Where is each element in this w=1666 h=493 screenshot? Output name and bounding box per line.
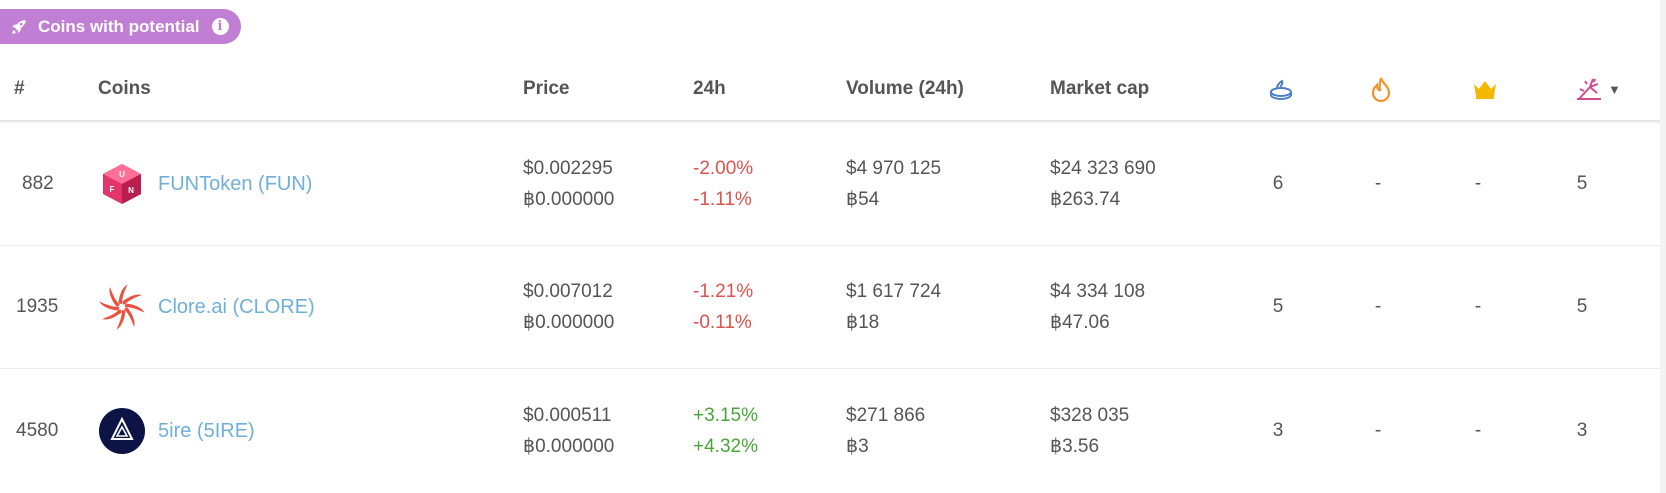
- cake-count: 5: [1272, 296, 1284, 317]
- change-usd: -1.21%: [693, 281, 754, 302]
- table-header: # Coins Price 24h Volume (24h) Market ca…: [0, 58, 1660, 122]
- market-cap-usd: $328 035: [1050, 405, 1130, 426]
- coin-name-link[interactable]: Clore.ai (CLORE): [158, 295, 315, 318]
- market-cap-usd: $24 323 690: [1050, 158, 1156, 179]
- svg-text:U: U: [119, 170, 125, 179]
- volume-cell: $271 866 ฿3: [846, 370, 925, 492]
- price-usd: $0.007012: [523, 281, 613, 302]
- cake-count: 6: [1272, 173, 1284, 194]
- change-btc: -1.11%: [693, 189, 752, 210]
- price-cell: $0.002295 ฿0.000000: [523, 123, 614, 245]
- fire-icon[interactable]: [1370, 58, 1392, 120]
- market-cap-btc: ฿263.74: [1050, 189, 1121, 210]
- price-btc: ฿0.000000: [523, 312, 615, 333]
- header-volume[interactable]: Volume (24h): [846, 78, 964, 99]
- header-price[interactable]: Price: [523, 78, 570, 99]
- market-cap-btc: ฿3.56: [1050, 436, 1100, 457]
- change-btc: -0.11%: [693, 312, 752, 333]
- volume-btc: ฿3: [846, 436, 869, 457]
- price-btc: ฿0.000000: [523, 436, 615, 457]
- coin-name-link[interactable]: FUNToken (FUN): [158, 172, 313, 195]
- crown-count: -: [1474, 173, 1482, 194]
- price-cell: $0.000511 ฿0.000000: [523, 370, 614, 492]
- crown-count: -: [1474, 296, 1482, 317]
- crown-icon[interactable]: [1472, 58, 1498, 120]
- price-cell: $0.007012 ฿0.000000: [523, 246, 614, 368]
- market-cap-cell: $328 035 ฿3.56: [1050, 370, 1129, 492]
- info-icon[interactable]: i: [211, 18, 229, 35]
- price-usd: $0.002295: [523, 158, 613, 179]
- header-rank[interactable]: #: [14, 78, 25, 99]
- fireworks-icon[interactable]: ▼: [1576, 58, 1621, 120]
- sort-dropdown-icon[interactable]: ▼: [1608, 81, 1621, 97]
- change-usd: -2.00%: [693, 158, 754, 179]
- volume-usd: $1 617 724: [846, 281, 942, 302]
- cake-count: 3: [1272, 420, 1284, 441]
- change-cell: +3.15% +4.32%: [693, 370, 758, 492]
- rank: 882: [22, 173, 54, 194]
- volume-usd: $271 866: [846, 405, 926, 426]
- svg-text:N: N: [128, 186, 134, 195]
- header-24h[interactable]: 24h: [693, 78, 726, 99]
- fireworks-count: 5: [1576, 296, 1588, 317]
- coins-with-potential-badge[interactable]: Coins with potential i: [0, 9, 241, 44]
- funtoken-logo: U F N: [98, 160, 146, 208]
- coin-cell[interactable]: Clore.ai (CLORE): [98, 246, 315, 368]
- coin-cell[interactable]: U F N FUNToken (FUN): [98, 123, 312, 245]
- price-usd: $0.000511: [523, 405, 612, 426]
- table-row[interactable]: 4580 5ire (5IRE) $0.000511 ฿0.000000 +3.…: [0, 370, 1660, 492]
- clore-logo: [98, 283, 146, 331]
- fire-count: -: [1374, 173, 1382, 194]
- volume-btc: ฿54: [846, 189, 880, 210]
- market-cap-cell: $24 323 690 ฿263.74: [1050, 123, 1156, 245]
- rocket-icon: [10, 17, 30, 37]
- badge-label: Coins with potential: [38, 16, 200, 36]
- vertical-scrollbar[interactable]: [1660, 0, 1666, 493]
- cake-icon[interactable]: [1268, 58, 1294, 120]
- fireworks-count: 5: [1576, 173, 1588, 194]
- table-row[interactable]: 1935 Clore.ai (CLORE) $0.007012 ฿0.00000…: [0, 246, 1660, 369]
- table-row[interactable]: 882 U F N FUNToken (FUN) $0.002295 ฿0.00…: [0, 123, 1660, 246]
- change-cell: -2.00% -1.11%: [693, 123, 753, 245]
- market-cap-usd: $4 334 108: [1050, 281, 1146, 302]
- change-usd: +3.15%: [693, 405, 758, 426]
- fire-count: -: [1374, 296, 1382, 317]
- header-coins[interactable]: Coins: [98, 78, 151, 99]
- coin-name-link[interactable]: 5ire (5IRE): [158, 419, 255, 442]
- market-cap-btc: ฿47.06: [1050, 312, 1110, 333]
- volume-cell: $1 617 724 ฿18: [846, 246, 941, 368]
- volume-btc: ฿18: [846, 312, 880, 333]
- rank: 1935: [16, 296, 59, 317]
- header-market-cap[interactable]: Market cap: [1050, 78, 1150, 99]
- volume-usd: $4 970 125: [846, 158, 942, 179]
- volume-cell: $4 970 125 ฿54: [846, 123, 941, 245]
- rank: 4580: [16, 420, 59, 441]
- coin-cell[interactable]: 5ire (5IRE): [98, 370, 255, 492]
- change-btc: +4.32%: [693, 436, 758, 457]
- change-cell: -1.21% -0.11%: [693, 246, 753, 368]
- fireworks-count: 3: [1576, 420, 1588, 441]
- svg-text:F: F: [110, 185, 115, 194]
- crown-count: -: [1474, 420, 1482, 441]
- fire-count: -: [1374, 420, 1382, 441]
- price-btc: ฿0.000000: [523, 189, 615, 210]
- market-cap-cell: $4 334 108 ฿47.06: [1050, 246, 1145, 368]
- 5ire-logo: [98, 407, 146, 455]
